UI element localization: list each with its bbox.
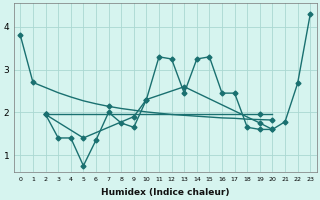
X-axis label: Humidex (Indice chaleur): Humidex (Indice chaleur) [101, 188, 229, 197]
